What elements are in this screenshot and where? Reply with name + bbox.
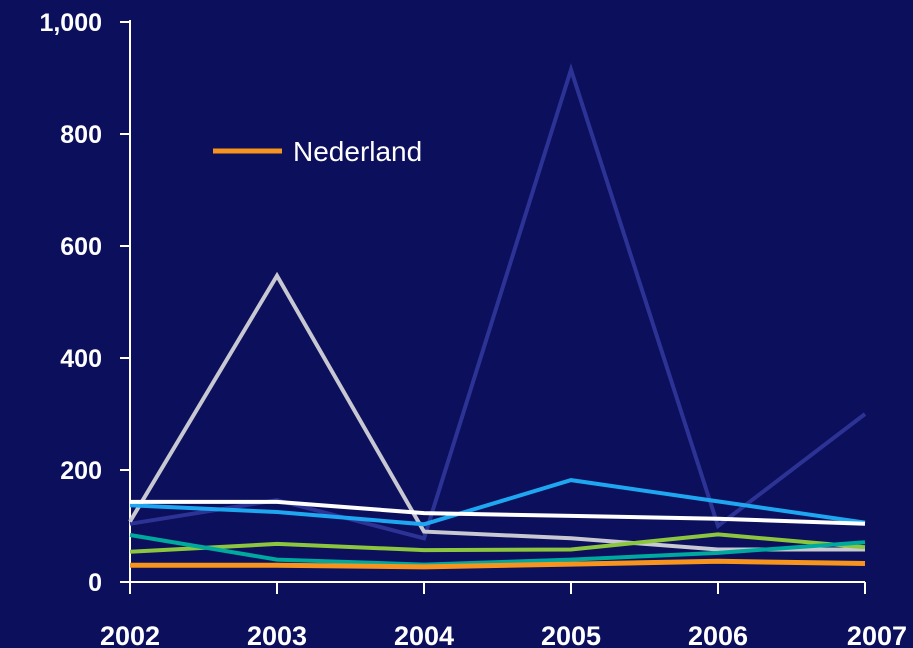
x-tick-label: 2004 [394,621,454,648]
axes: 0 200 400 600 800 1,000 2002 2003 2004 2005 2006 20… [39,9,907,648]
series-line-nederland [130,558,866,570]
x-tick-label: 2007 [847,621,907,648]
legend: Nederland [213,136,422,167]
y-tick-label: 400 [60,345,102,373]
series-line-3 [129,478,866,527]
legend-label-nederland: Nederland [293,136,422,167]
series-line-4 [130,499,866,526]
y-tick-label: 0 [88,569,102,597]
y-tick-label: 800 [60,121,102,149]
series-lines [128,62,867,570]
y-tick-label: 1,000 [39,9,102,37]
series-line-5 [129,532,866,554]
y-tick-label: 600 [60,233,102,261]
x-tick-label: 2005 [541,621,601,648]
x-tick-label: 2006 [688,621,748,648]
x-tick-label: 2003 [247,621,307,648]
y-tick-label: 200 [60,457,102,485]
series-line-6 [129,533,866,567]
series-line-1 [129,62,867,541]
x-tick-label: 2002 [100,621,160,648]
